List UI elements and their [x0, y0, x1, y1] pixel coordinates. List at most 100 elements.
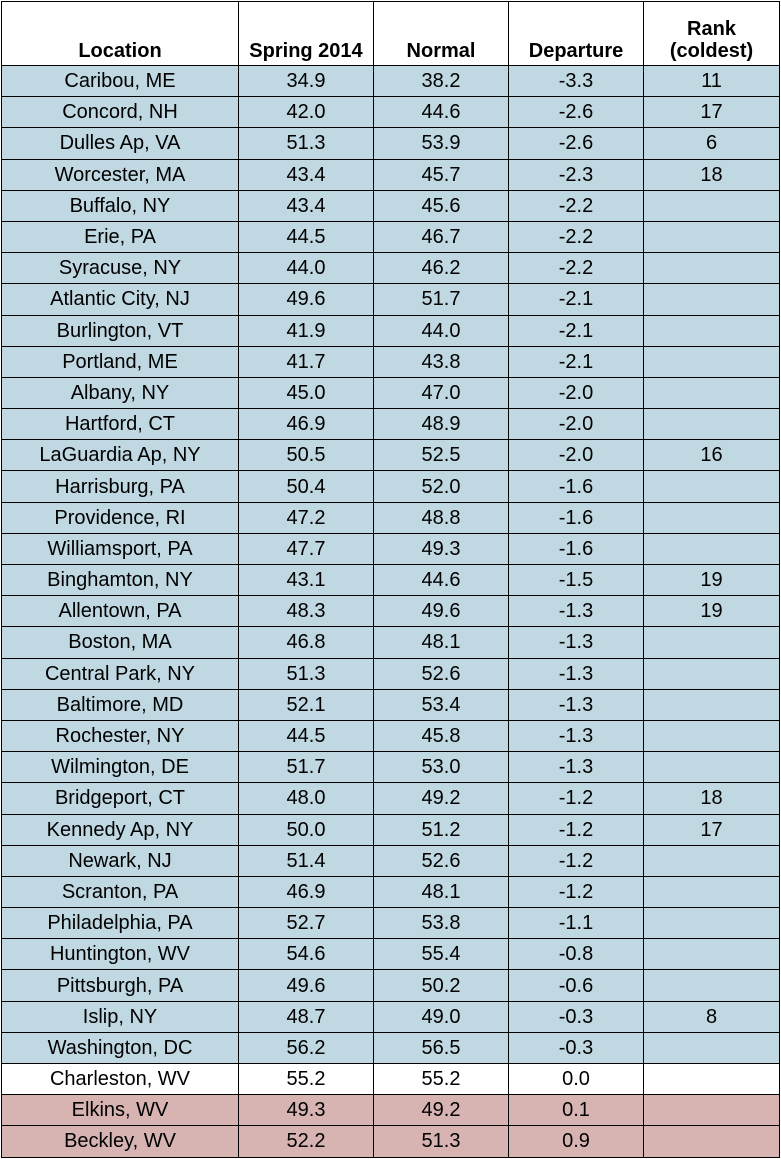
cell-spring-2014: 47.2: [238, 501, 374, 534]
table-row: Buffalo, NY 43.4 45.6 -2.2: [1, 189, 780, 222]
cell-normal: 43.8: [373, 345, 509, 378]
cell-departure: -1.3: [508, 688, 644, 721]
cell-normal: 55.2: [373, 1062, 509, 1096]
cell-spring-2014: 48.0: [238, 782, 374, 815]
cell-normal: 51.2: [373, 813, 509, 846]
table-row: Albany, NY 45.0 47.0 -2.0: [1, 376, 780, 410]
cell-normal: 51.3: [373, 1125, 509, 1158]
table-row: Williamsport, PA 47.7 49.3 -1.6: [1, 532, 780, 566]
cell-normal: 49.0: [373, 1000, 509, 1033]
cell-location: Huntington, WV: [1, 938, 239, 971]
cell-departure: -0.3: [508, 1031, 644, 1065]
header-departure: Departure: [508, 1, 644, 66]
cell-location: Providence, RI: [1, 501, 239, 534]
table-row: Huntington, WV 54.6 55.4 -0.8: [1, 938, 780, 971]
cell-departure: -1.2: [508, 813, 644, 846]
cell-departure: -3.3: [508, 64, 644, 98]
cell-location: Charleston, WV: [1, 1062, 239, 1096]
cell-departure: -2.0: [508, 439, 644, 472]
cell-rank: [643, 532, 780, 566]
cell-normal: 49.3: [373, 532, 509, 566]
cell-rank: [643, 875, 780, 909]
cell-departure: -2.1: [508, 314, 644, 347]
cell-departure: -1.6: [508, 501, 644, 534]
cell-location: Scranton, PA: [1, 875, 239, 909]
cell-normal: 48.1: [373, 626, 509, 659]
cell-rank: [643, 220, 780, 254]
table-row: Atlantic City, NJ 49.6 51.7 -2.1: [1, 283, 780, 316]
table-row: Rochester, NY 44.5 45.8 -1.3: [1, 719, 780, 753]
table-row: Philadelphia, PA 52.7 53.8 -1.1: [1, 907, 780, 940]
cell-normal: 51.7: [373, 283, 509, 316]
cell-location: Philadelphia, PA: [1, 907, 239, 940]
cell-departure: -1.5: [508, 563, 644, 597]
table-row: Charleston, WV 55.2 55.2 0.0: [1, 1062, 780, 1096]
cell-rank: [643, 283, 780, 316]
cell-rank: [643, 1094, 780, 1127]
cell-spring-2014: 43.1: [238, 563, 374, 597]
cell-normal: 48.9: [373, 408, 509, 441]
cell-spring-2014: 52.2: [238, 1125, 374, 1158]
cell-spring-2014: 41.7: [238, 345, 374, 378]
table-body: Caribou, ME 34.9 38.2 -3.3 11 Concord, NH 42.0…: [1, 64, 780, 1158]
cell-departure: -1.3: [508, 719, 644, 753]
cell-departure: -1.3: [508, 751, 644, 784]
cell-departure: -1.6: [508, 532, 644, 566]
table-row: Wilmington, DE 51.7 53.0 -1.3: [1, 751, 780, 784]
cell-rank: [643, 844, 780, 877]
cell-rank: [643, 657, 780, 690]
cell-normal: 53.9: [373, 127, 509, 160]
table-row: Kennedy Ap, NY 50.0 51.2 -1.2 17: [1, 813, 780, 846]
cell-rank: 8: [643, 1000, 780, 1033]
cell-rank: 19: [643, 595, 780, 628]
cell-normal: 38.2: [373, 64, 509, 98]
cell-location: Hartford, CT: [1, 408, 239, 441]
cell-location: Albany, NY: [1, 376, 239, 410]
cell-rank: [643, 314, 780, 347]
cell-location: Boston, MA: [1, 626, 239, 659]
cell-location: Pittsburgh, PA: [1, 969, 239, 1002]
table-row: Scranton, PA 46.9 48.1 -1.2: [1, 875, 780, 909]
cell-normal: 52.6: [373, 844, 509, 877]
table-row: Burlington, VT 41.9 44.0 -2.1: [1, 314, 780, 347]
cell-normal: 46.7: [373, 220, 509, 254]
cell-departure: -1.3: [508, 657, 644, 690]
cell-spring-2014: 51.7: [238, 751, 374, 784]
table-row: Washington, DC 56.2 56.5 -0.3: [1, 1031, 780, 1065]
cell-location: Concord, NH: [1, 96, 239, 129]
table-row: Syracuse, NY 44.0 46.2 -2.2: [1, 252, 780, 285]
cell-location: Baltimore, MD: [1, 688, 239, 721]
table-row: Binghamton, NY 43.1 44.6 -1.5 19: [1, 563, 780, 597]
cell-spring-2014: 43.4: [238, 158, 374, 191]
cell-departure: 0.1: [508, 1094, 644, 1127]
cell-departure: -1.2: [508, 844, 644, 877]
cell-spring-2014: 44.0: [238, 252, 374, 285]
cell-spring-2014: 49.6: [238, 969, 374, 1002]
cell-spring-2014: 45.0: [238, 376, 374, 410]
cell-normal: 52.0: [373, 470, 509, 503]
cell-departure: -1.6: [508, 470, 644, 503]
cell-departure: -1.2: [508, 875, 644, 909]
table-row: Boston, MA 46.8 48.1 -1.3: [1, 626, 780, 659]
header-spring-2014: Spring 2014: [238, 1, 374, 66]
cell-spring-2014: 46.8: [238, 626, 374, 659]
table-row: Baltimore, MD 52.1 53.4 -1.3: [1, 688, 780, 721]
cell-normal: 44.0: [373, 314, 509, 347]
table-row: Beckley, WV 52.2 51.3 0.9: [1, 1125, 780, 1158]
cell-location: Allentown, PA: [1, 595, 239, 628]
cell-normal: 48.1: [373, 875, 509, 909]
cell-normal: 50.2: [373, 969, 509, 1002]
cell-location: Central Park, NY: [1, 657, 239, 690]
cell-rank: 17: [643, 813, 780, 846]
header-normal: Normal: [373, 1, 509, 66]
cell-spring-2014: 56.2: [238, 1031, 374, 1065]
cell-spring-2014: 51.3: [238, 657, 374, 690]
cell-spring-2014: 41.9: [238, 314, 374, 347]
cell-normal: 53.0: [373, 751, 509, 784]
cell-normal: 44.6: [373, 96, 509, 129]
cell-departure: -2.2: [508, 252, 644, 285]
cell-location: Syracuse, NY: [1, 252, 239, 285]
cell-rank: 18: [643, 782, 780, 815]
cell-departure: -1.3: [508, 626, 644, 659]
cell-normal: 45.8: [373, 719, 509, 753]
